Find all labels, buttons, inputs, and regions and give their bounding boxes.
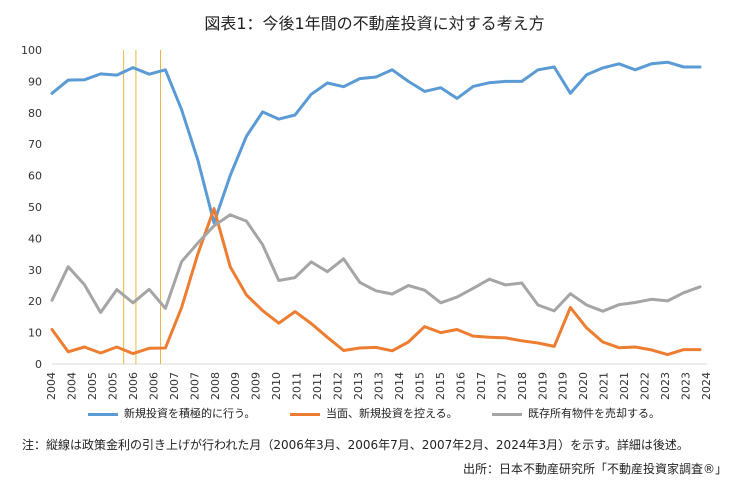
x-tick-label: 2007: [168, 372, 181, 400]
x-tick-label: 2022: [639, 372, 652, 400]
y-tick-label: 70: [28, 138, 42, 151]
legend-swatch: [290, 412, 320, 416]
x-tick-label: 2023: [680, 372, 693, 400]
x-tick-label: 2004: [65, 372, 78, 400]
x-tick-label: 2008: [209, 372, 222, 400]
x-tick-label: 2011: [291, 372, 304, 400]
y-tick-label: 90: [28, 75, 42, 88]
x-tick-label: 2015: [413, 372, 426, 400]
y-tick-label: 100: [21, 44, 42, 57]
legend-item-hold-back: 当面、新規投資を控える。: [290, 405, 458, 421]
x-tick-label: 2007: [188, 372, 201, 400]
x-tick-label: 2017: [475, 372, 488, 400]
legend-item-new-invest: 新規投資を積極的に行う。: [88, 405, 255, 421]
x-tick-label: 2018: [516, 372, 529, 400]
x-tick-label: 2011: [311, 372, 324, 400]
x-tick-label: 2017: [495, 372, 508, 400]
x-tick-label: 2009: [250, 372, 263, 400]
legend-swatch: [88, 412, 118, 416]
x-tick-label: 2019: [536, 372, 549, 400]
x-tick-label: 2015: [434, 372, 447, 400]
legend-item-sell: 既存所有物件を売却する。: [492, 405, 660, 421]
x-tick-label: 2020: [577, 372, 590, 400]
x-tick-label: 2009: [229, 372, 242, 400]
footnote: 注：縦線は政策金利の引き上げが行われた月（2006年3月、2006年7月、200…: [22, 438, 689, 452]
x-tick-label: 2016: [454, 372, 467, 400]
rate-hike-lines: [123, 50, 161, 364]
x-tick-label: 2013: [352, 372, 365, 400]
x-tick-label: 2012: [332, 372, 345, 400]
series-line-1: [50, 207, 702, 357]
series-line-0: [50, 60, 702, 225]
x-tick-label: 2019: [557, 372, 570, 400]
y-tick-label: 0: [35, 358, 42, 371]
source-note: 出所：日本不動産研究所「不動産投資家調査®」: [462, 462, 727, 476]
y-tick-label: 40: [28, 232, 42, 245]
x-tick-label: 2021: [598, 372, 611, 400]
chart-title: 図表1：今後1年間の不動産投資に対する考え方: [204, 14, 545, 33]
x-tick-label: 2013: [373, 372, 386, 400]
y-tick-label: 30: [28, 264, 42, 277]
series-lines: [50, 60, 702, 357]
legend-swatch: [492, 412, 522, 416]
y-tick-label: 80: [28, 107, 42, 120]
series-line-2: [50, 213, 702, 314]
y-tick-label: 10: [28, 327, 42, 340]
x-tick-label: 2023: [659, 372, 672, 400]
x-tick-label: 2005: [86, 372, 99, 400]
x-tick-label: 2005: [106, 372, 119, 400]
legend-label: 当面、新規投資を控える。: [326, 407, 458, 420]
x-tick-label: 2006: [127, 372, 140, 400]
legend-label: 新規投資を積極的に行う。: [124, 407, 256, 420]
x-tick-label: 2024: [700, 372, 713, 400]
x-tick-label: 2021: [618, 372, 631, 400]
x-tick-label: 2004: [45, 372, 58, 400]
x-axis-ticks: 2004 2004 2005 2005 2006 2006 2007 2007 2008 2009…: [45, 372, 713, 400]
y-tick-label: 60: [28, 170, 42, 183]
y-tick-label: 50: [28, 201, 42, 214]
x-tick-label: 2014: [393, 372, 406, 400]
legend-label: 既存所有物件を売却する。: [528, 407, 660, 420]
x-tick-label: 2010: [270, 372, 283, 400]
y-tick-label: 20: [28, 295, 42, 308]
y-axis-ticks: 0 10 20 30 40 50 60 70 80 90 100: [21, 44, 707, 371]
x-tick-label: 2006: [147, 372, 160, 400]
